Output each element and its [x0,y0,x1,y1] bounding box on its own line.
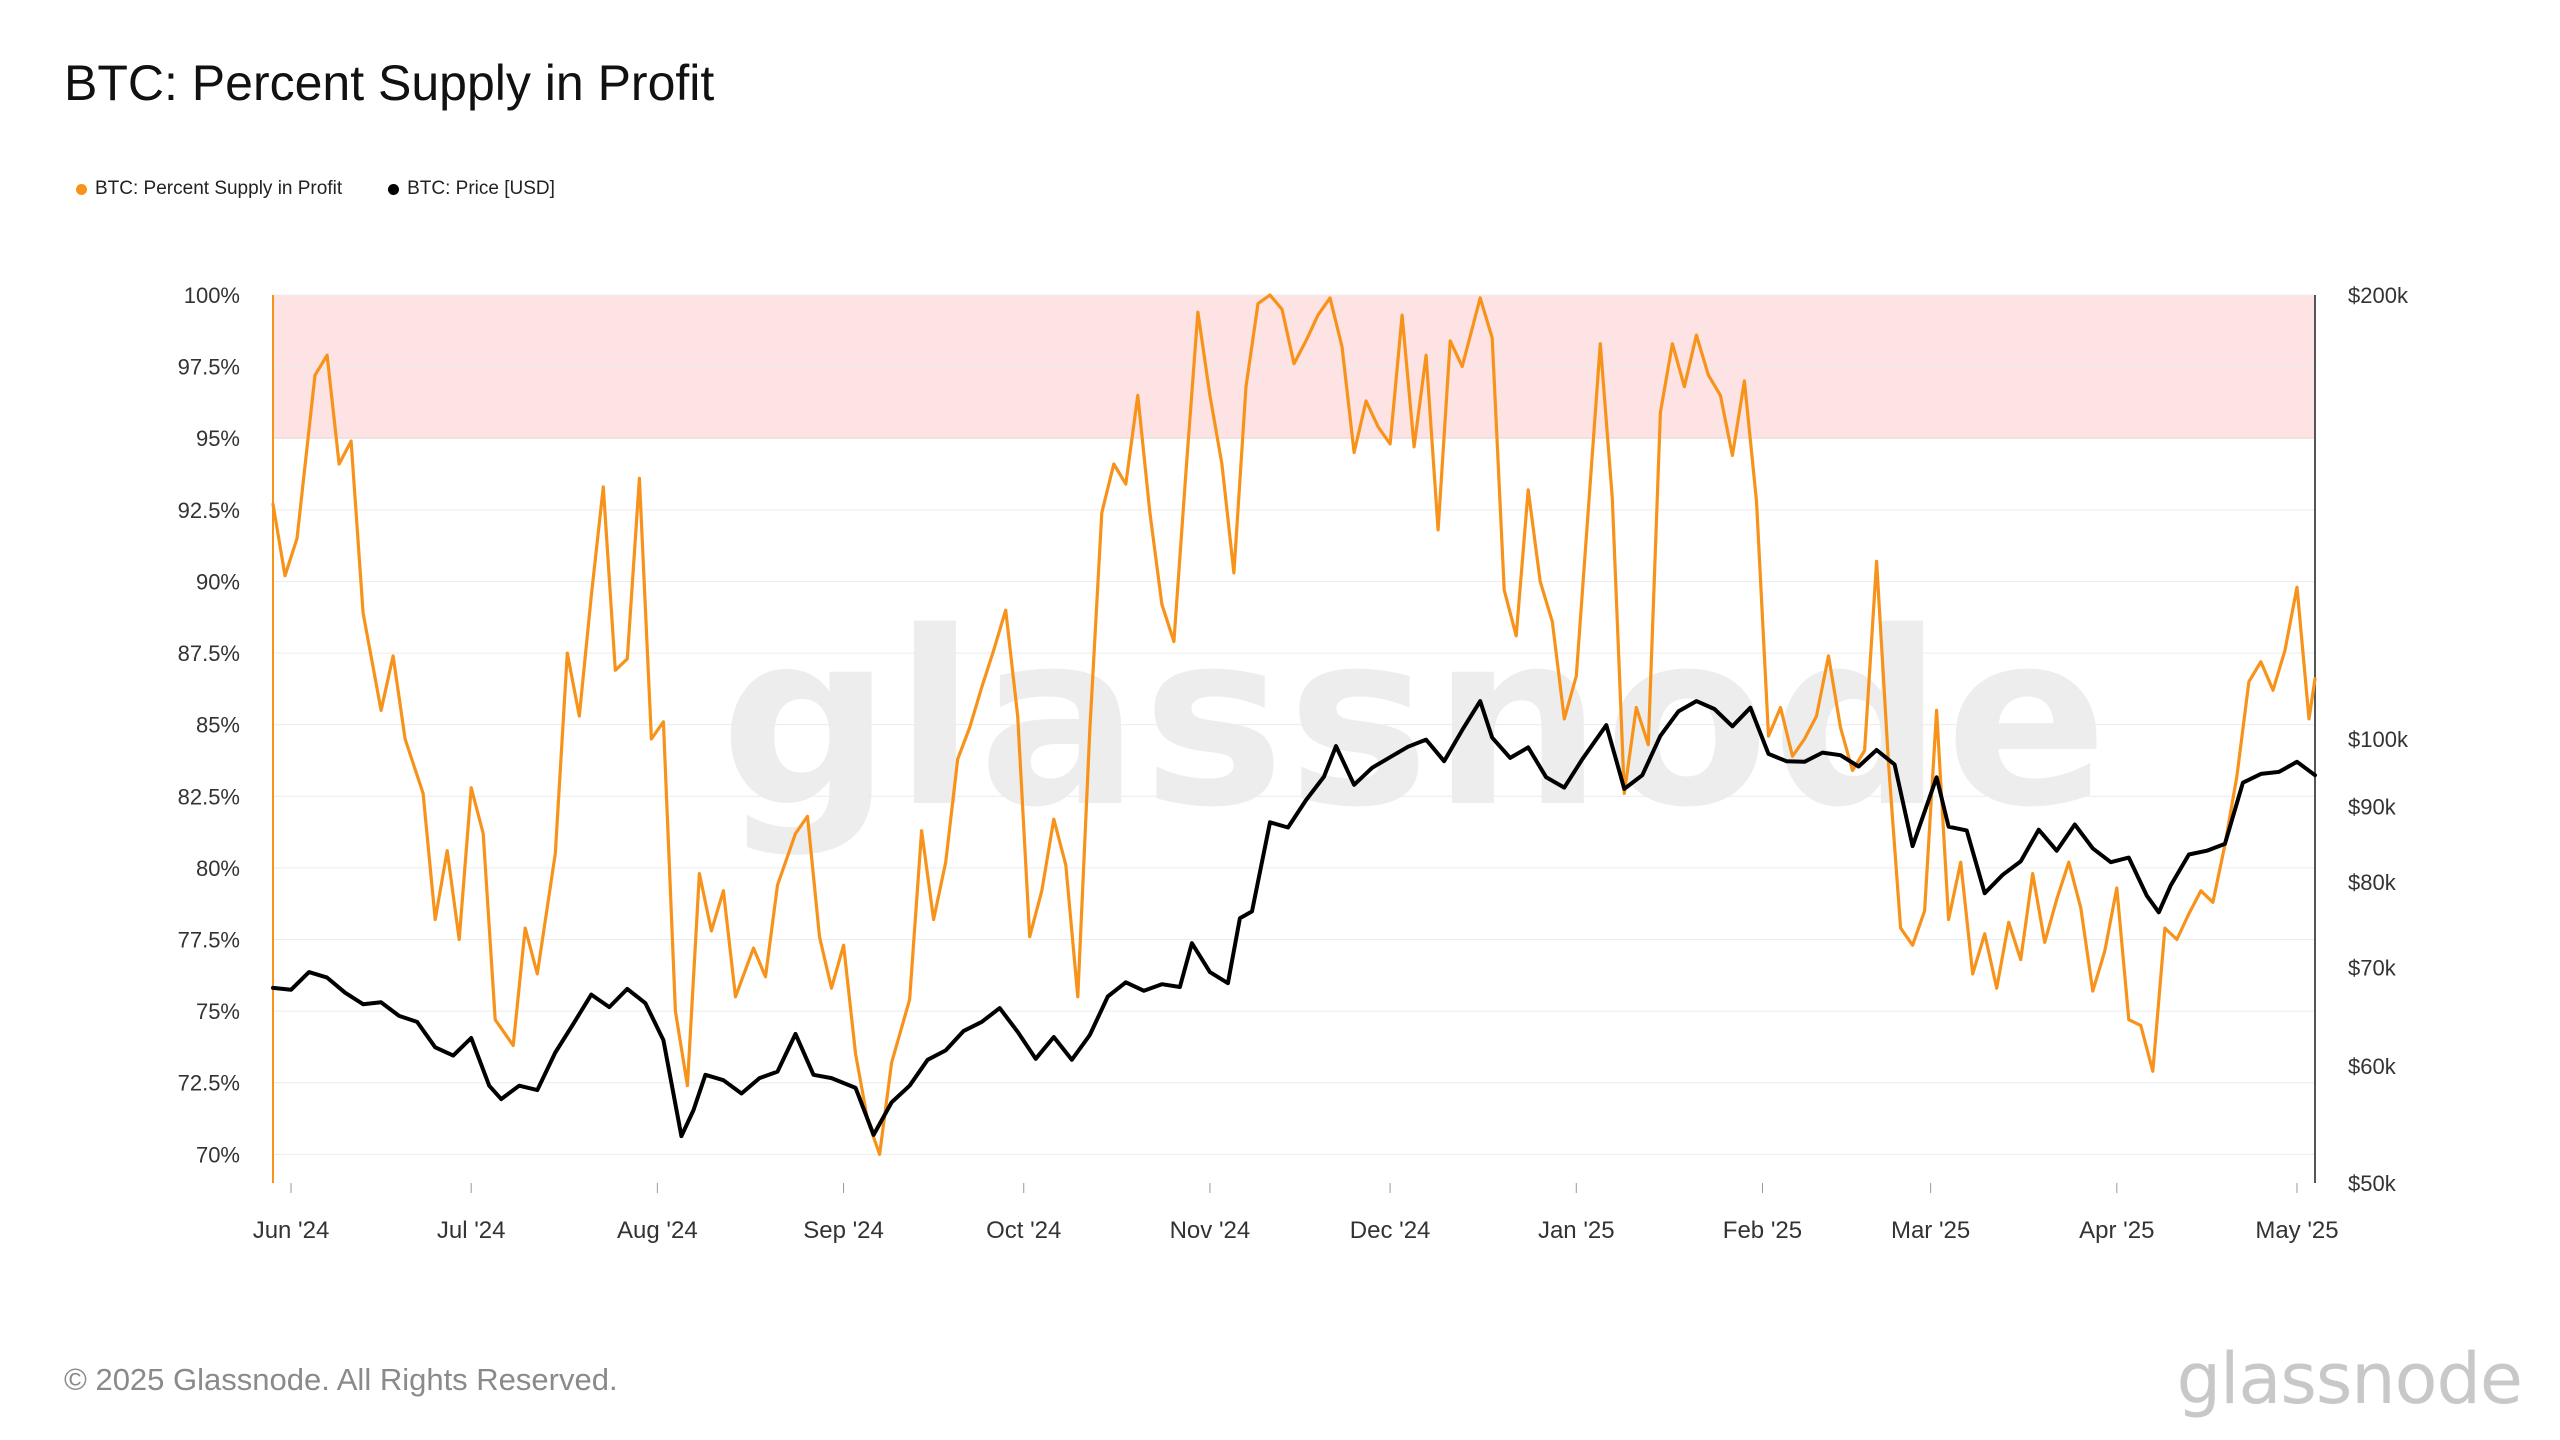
left-axis-tick-label: 70% [196,1142,240,1167]
glassnode-logo: glassnode [2176,1338,2523,1420]
left-axis-tick-label: 85% [196,713,240,738]
legend-item-supply-in-profit[interactable]: BTC: Percent Supply in Profit [76,178,342,200]
right-axis-tick-label: $100k [2348,727,2409,752]
right-axis-tick-label: $200k [2348,283,2409,308]
x-axis-tick-label: Dec '24 [1350,1217,1431,1244]
chart-legend: BTC: Percent Supply in Profit BTC: Price… [76,178,555,200]
right-axis-tick-label: $60k [2348,1054,2397,1079]
x-axis-tick-label: Jul '24 [437,1217,506,1244]
left-axis-tick-label: 87.5% [178,641,240,666]
x-axis-tick-label: Nov '24 [1170,1217,1251,1244]
x-axis-tick-label: Jun '24 [253,1217,330,1244]
left-axis-tick-label: 90% [196,569,240,594]
series-line-supply-in-profit[interactable] [271,293,2317,1157]
x-axis-tick-label: Apr '25 [2079,1217,2154,1244]
x-axis-tick-label: Feb '25 [1723,1217,1802,1244]
left-axis-tick-label: 75% [196,999,240,1024]
legend-label-supply-in-profit: BTC: Percent Supply in Profit [95,178,343,199]
x-axis-tick-label: Oct '24 [986,1217,1061,1244]
chart-title: BTC: Percent Supply in Profit [64,55,715,111]
left-axis-tick-label: 92.5% [178,498,240,523]
left-axis-tick-label: 97.5% [178,355,240,380]
x-axis-tick-label: Sep '24 [803,1217,884,1244]
x-axis-tick-label: Jan '25 [1538,1217,1615,1244]
x-axis-tick-label: Mar '25 [1891,1217,1970,1244]
right-axis-tick-label: $90k [2348,794,2397,819]
x-axis-tick-label: May '25 [2255,1217,2338,1244]
left-axis-tick-label: 100% [184,283,240,308]
left-axis-tick-label: 95% [196,426,240,451]
left-axis-tick-label: 72.5% [178,1071,240,1096]
legend-dot-black [388,183,400,195]
left-axis-tick-label: 77.5% [178,928,240,953]
right-axis-tick-label: $70k [2348,955,2397,980]
x-axis-tick-label: Aug '24 [617,1217,698,1244]
right-axis-tick-label: $50k [2348,1171,2397,1196]
legend-item-price[interactable]: BTC: Price [USD] [388,178,555,200]
legend-label-price: BTC: Price [USD] [407,178,555,199]
left-axis-tick-label: 82.5% [178,784,240,809]
left-axis-tick-label: 80% [196,856,240,881]
legend-dot-orange [76,183,87,195]
series-line-price[interactable] [271,699,2317,1139]
copyright-text: © 2025 Glassnode. All Rights Reserved. [64,1362,618,1397]
right-axis-tick-label: $80k [2348,870,2397,895]
